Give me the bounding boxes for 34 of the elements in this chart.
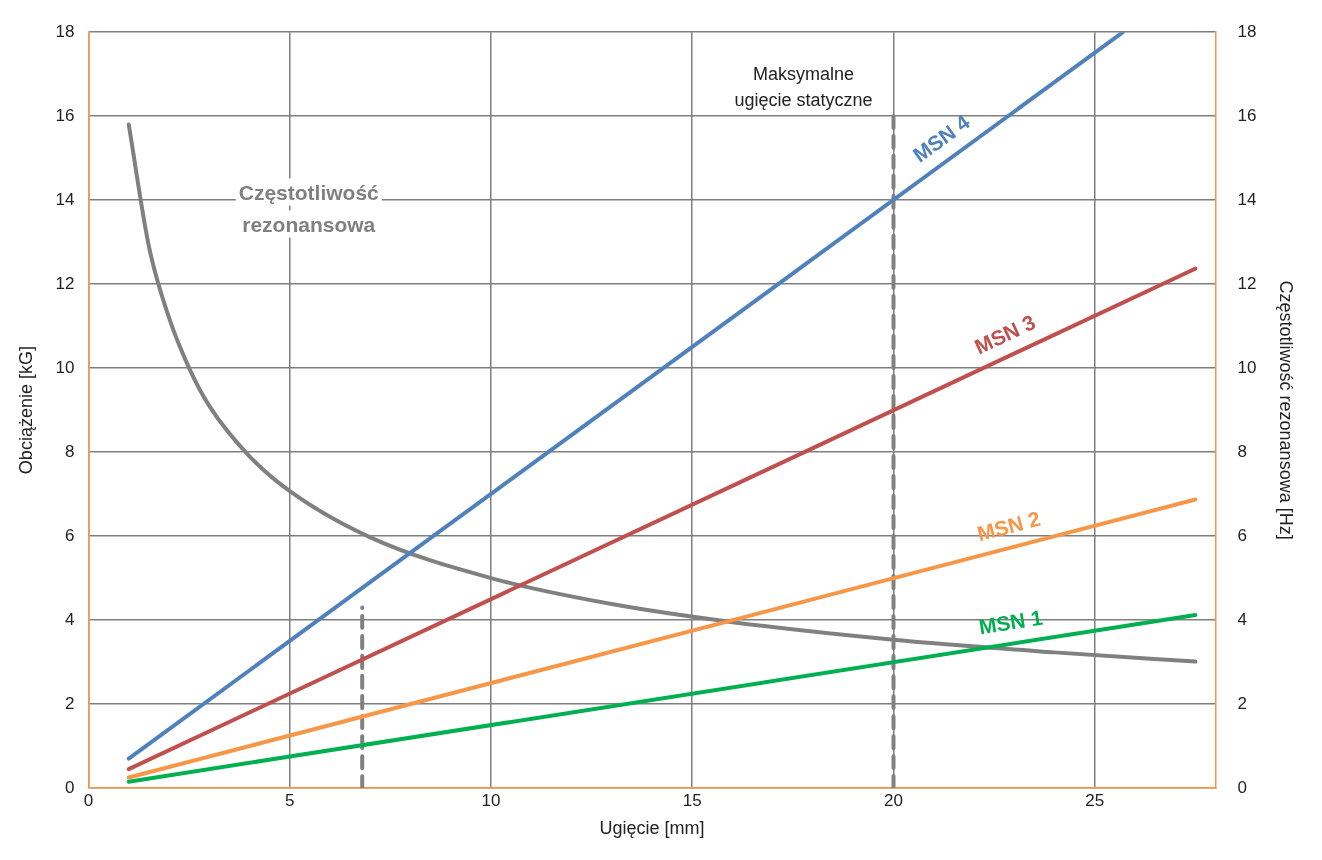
x-tick-label: 0 bbox=[83, 790, 94, 810]
x-tick-label: 5 bbox=[285, 790, 295, 810]
x-tick-label: 10 bbox=[481, 790, 501, 810]
y2-tick-label: 10 bbox=[1237, 357, 1257, 377]
text: MSN 1 bbox=[977, 605, 1045, 639]
y-tick-label: 18 bbox=[55, 21, 75, 41]
y2-tick-label: 2 bbox=[1237, 693, 1247, 713]
y-axis-title: Obciążenie [kG] bbox=[15, 346, 36, 475]
y2-tick-label: 14 bbox=[1237, 189, 1257, 209]
y2-tick-label: 0 bbox=[1237, 777, 1247, 797]
x-tick-label: 25 bbox=[1085, 790, 1105, 810]
y-tick-label: 12 bbox=[55, 273, 75, 293]
y2-axis-title: Częstotliwość rezonansowa [Hz] bbox=[1276, 280, 1297, 540]
y-tick-label: 16 bbox=[55, 105, 75, 125]
y-tick-label: 8 bbox=[65, 441, 75, 461]
text: Częstotliwość rezonansowa bbox=[238, 180, 380, 236]
y-tick-label: 14 bbox=[55, 189, 75, 209]
y2-tick-label: 8 bbox=[1237, 441, 1247, 461]
y2-tick-label: 16 bbox=[1237, 105, 1257, 125]
text: MSN 3 bbox=[970, 310, 1039, 359]
y2-tick-label: 18 bbox=[1237, 21, 1257, 41]
y2-tick-label: 4 bbox=[1237, 609, 1247, 629]
y-tick-label: 2 bbox=[65, 693, 75, 713]
y-tick-label: 4 bbox=[65, 609, 75, 629]
x-axis-title: Ugięcie [mm] bbox=[599, 818, 705, 839]
x-tick-label: 15 bbox=[682, 790, 702, 810]
y2-tick-label: 6 bbox=[1237, 525, 1247, 545]
y2-tick-label: 12 bbox=[1237, 273, 1257, 293]
text: MSN 2 bbox=[974, 506, 1043, 546]
annotation: Maksymalne ugięcie statyczne bbox=[734, 64, 873, 111]
y-tick-label: 6 bbox=[65, 525, 75, 545]
x-tick-label: 20 bbox=[884, 790, 903, 810]
y-tick-label: 0 bbox=[65, 777, 75, 797]
y-tick-label: 10 bbox=[55, 357, 75, 377]
